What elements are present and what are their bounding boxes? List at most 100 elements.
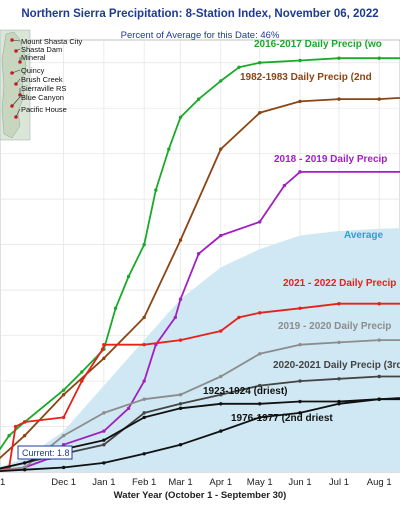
series-line-8: [0, 397, 400, 473]
series-line-5: [0, 339, 400, 472]
series-point: [142, 379, 146, 383]
series-point: [337, 377, 341, 381]
series-point: [142, 342, 146, 347]
series-label-1: 2016-2017 Daily Precip (wo: [254, 39, 382, 50]
series-point: [142, 242, 146, 247]
x-tick-label: Aug 1: [367, 477, 392, 488]
series-point: [258, 402, 262, 406]
series-point: [377, 397, 381, 401]
series-point: [258, 352, 262, 356]
series-point: [258, 311, 262, 315]
station-label: Mineral: [21, 53, 46, 62]
average-area: [0, 228, 400, 472]
series-point: [377, 302, 381, 306]
series-point: [7, 433, 11, 438]
series-point: [102, 429, 106, 433]
series-point: [142, 315, 146, 320]
station-leader: [15, 48, 21, 52]
series-point: [13, 424, 18, 429]
series-point: [178, 297, 183, 301]
series-point: [282, 183, 287, 188]
series-point: [219, 392, 223, 397]
station-label: Quincy: [21, 66, 45, 75]
x-tick-label: 1: [0, 477, 5, 488]
x-tick-label: Feb 1: [132, 477, 156, 488]
station-label: Shasta Dam: [21, 45, 62, 54]
station-marker: [14, 49, 18, 53]
series-point: [298, 306, 302, 310]
station-label: Blue Canyon: [21, 93, 64, 102]
series-label-7: 1923-1924 (driest): [203, 386, 288, 397]
series-point: [80, 370, 84, 374]
series-point: [219, 147, 223, 151]
station-leader: [15, 108, 21, 118]
series-point: [298, 58, 302, 63]
series-point: [258, 220, 262, 224]
series-label-average: Average: [344, 230, 384, 241]
series-point: [237, 315, 241, 320]
series-point: [219, 79, 223, 83]
series-point: [126, 274, 131, 279]
series-point: [337, 97, 341, 101]
series-lines: [0, 56, 400, 473]
series-point: [377, 56, 381, 60]
current-badge-box: [17, 445, 73, 460]
current-badge: Current: 1.8: [17, 445, 73, 460]
series-line-2: [0, 96, 400, 460]
series-point: [113, 306, 118, 310]
series-label-2: 1982-1983 Daily Precip (2nd: [240, 72, 372, 83]
x-tick-label: Jan 1: [92, 477, 115, 488]
series-point: [22, 433, 27, 438]
x-tick-label: Dec 1: [51, 477, 76, 488]
series-point: [298, 411, 302, 415]
series-point: [178, 392, 183, 397]
series-point: [258, 61, 262, 65]
series-point: [102, 438, 106, 442]
series-point: [258, 111, 262, 115]
series-point: [298, 99, 302, 104]
series-point: [80, 379, 84, 383]
series-point: [61, 415, 66, 420]
series-point: [337, 340, 341, 345]
series-point: [219, 402, 223, 406]
series-point: [377, 374, 381, 379]
series-point: [126, 406, 131, 411]
station-label: Brush Creek: [21, 75, 63, 84]
series-point: [102, 411, 106, 415]
series-point: [219, 329, 223, 333]
x-tick-label: Mar 1: [168, 477, 192, 488]
series-point: [337, 302, 341, 306]
series-label-6: 2020-2021 Daily Precip (3rd: [273, 360, 400, 371]
series-point: [178, 338, 183, 342]
series-point: [178, 402, 183, 406]
x-tick-labels: Dec 1 Jan 1 Feb 1 Mar 1 Apr 1 May 1 Jun 1 Jul 1…: [0, 477, 392, 488]
series-point: [377, 338, 381, 342]
series-point: [377, 97, 381, 101]
x-tick-label: Jun 1: [288, 477, 311, 488]
series-point: [61, 433, 66, 438]
series-label-8: 1976-1977 (2nd driest: [231, 413, 333, 424]
station-leader: [15, 78, 21, 85]
series-point: [154, 188, 158, 192]
series-point: [102, 461, 106, 465]
series-point: [142, 452, 146, 456]
series-point: [142, 411, 146, 415]
chart-subtitle: Percent of Average for this Date: 46%: [121, 30, 280, 41]
station-leader: [11, 96, 21, 107]
current-label: Current: 1.8: [22, 448, 70, 458]
series-label-3: 2018 - 2019 Daily Precip: [274, 154, 387, 165]
series-point: [237, 65, 241, 69]
series-point: [197, 97, 201, 101]
series-point: [298, 399, 302, 404]
series-point: [219, 429, 223, 433]
series-point: [61, 388, 66, 392]
series-point: [102, 356, 106, 361]
series-point: [298, 170, 302, 174]
series-point: [142, 397, 146, 401]
series-point: [197, 252, 201, 256]
series-point: [22, 461, 27, 465]
series-point: [178, 406, 183, 411]
series-point: [337, 402, 341, 406]
